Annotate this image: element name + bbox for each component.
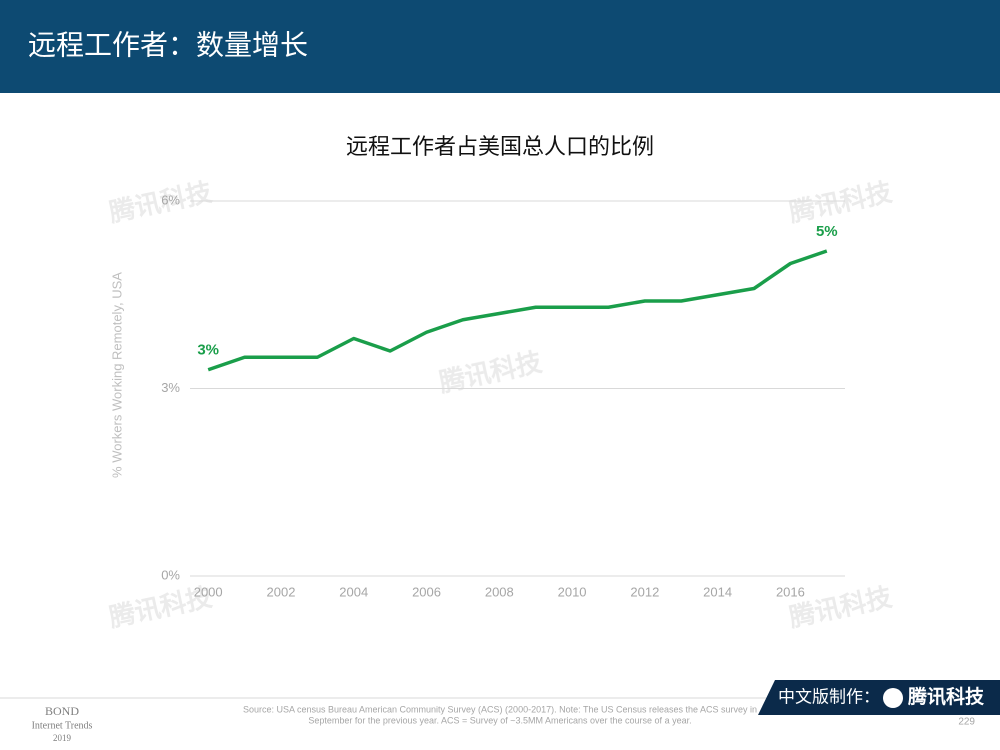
logo-icon xyxy=(883,688,903,708)
data-label: 5% xyxy=(816,223,838,240)
data-label: 3% xyxy=(197,342,219,359)
credit-text: 中文版制作： xyxy=(778,687,880,706)
y-axis-label: % Workers Working Remotely, USA xyxy=(109,272,124,478)
x-tick-label: 2008 xyxy=(485,584,514,599)
logo-text: 腾讯科技 xyxy=(907,685,985,708)
footer-brand: BOND xyxy=(45,704,79,718)
source-line: September for the previous year. ACS = S… xyxy=(308,715,691,725)
y-tick-label: 6% xyxy=(161,192,180,207)
data-line xyxy=(207,249,828,372)
x-tick-label: 2002 xyxy=(267,584,296,599)
header-bar xyxy=(0,0,1000,93)
x-tick-label: 2014 xyxy=(703,584,732,599)
x-tick-label: 2006 xyxy=(412,584,441,599)
source-line: Source: USA census Bureau American Commu… xyxy=(243,704,757,714)
header-title: 远程工作者：数量增长 xyxy=(28,29,308,60)
x-tick-label: 2010 xyxy=(558,584,587,599)
page-number: 229 xyxy=(958,717,975,728)
x-tick-label: 2000 xyxy=(194,584,223,599)
footer-report: Internet Trends xyxy=(32,720,93,731)
y-tick-label: 3% xyxy=(161,380,180,395)
footer-year: 2019 xyxy=(53,733,72,743)
x-tick-label: 2016 xyxy=(776,584,805,599)
credit-banner xyxy=(758,680,1000,715)
y-tick-label: 0% xyxy=(161,567,180,582)
x-tick-label: 2012 xyxy=(630,584,659,599)
chart-title: 远程工作者占美国总人口的比例 xyxy=(346,134,654,159)
x-tick-label: 2004 xyxy=(339,584,368,599)
